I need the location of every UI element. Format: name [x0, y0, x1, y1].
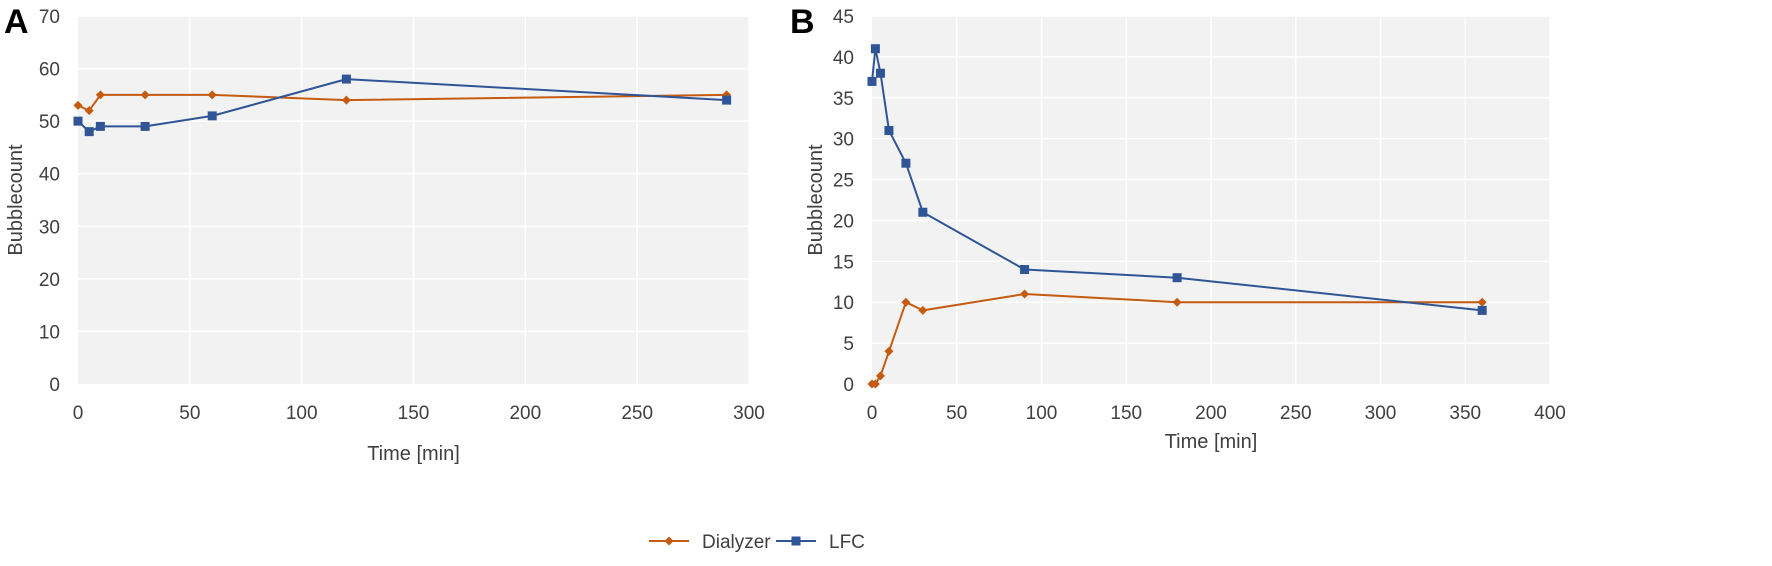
series-lfc — [867, 44, 1487, 315]
legend-label: Dialyzer — [702, 532, 771, 553]
y-tick-label: 20 — [39, 270, 60, 291]
y-tick-label: 0 — [843, 375, 854, 396]
y-tick-label: 60 — [39, 60, 60, 81]
y-tick-label: 40 — [39, 165, 60, 186]
data-point — [875, 371, 885, 381]
x-tick-label: 250 — [1280, 403, 1312, 424]
y-axis-title: Bubblecount — [5, 144, 27, 256]
x-tick-label: 0 — [73, 403, 84, 424]
data-point — [341, 95, 351, 105]
data-point — [918, 207, 928, 217]
legend-marker — [664, 536, 674, 546]
y-tick-label: 10 — [833, 293, 854, 314]
x-tick-label: 0 — [867, 403, 878, 424]
data-point — [901, 297, 911, 307]
x-tick-label: 150 — [1110, 403, 1142, 424]
y-tick-label: 25 — [833, 171, 854, 192]
series-dialyzer — [73, 90, 732, 116]
legend-label: LFC — [829, 532, 865, 553]
data-point — [884, 346, 894, 356]
y-tick-label: 10 — [39, 322, 60, 343]
data-point — [341, 74, 351, 84]
data-point — [95, 90, 105, 100]
data-point — [84, 127, 94, 137]
y-tick-label: 0 — [49, 375, 60, 396]
data-point — [1172, 297, 1182, 307]
x-tick-label: 50 — [179, 403, 200, 424]
x-tick-label: 50 — [946, 403, 967, 424]
data-point — [901, 158, 911, 168]
data-point — [95, 121, 105, 131]
data-point — [867, 76, 877, 86]
x-tick-label: 250 — [621, 403, 653, 424]
x-tick-label: 300 — [1365, 403, 1397, 424]
data-point — [1172, 273, 1182, 283]
data-point — [140, 90, 150, 100]
data-point — [1477, 297, 1487, 307]
x-tick-label: 200 — [1195, 403, 1227, 424]
legend-item-dialyzer: Dialyzer — [649, 532, 771, 553]
chart-panel-b: 0 5 10 15 20 25 30 35 40 45 0 50 100 150 200 250 300 350 4… — [790, 3, 1566, 453]
chart-panel-a: 0 10 20 30 40 50 60 70 0 50 100 150 200 250 300 Time [m… — [4, 3, 765, 465]
y-tick-label: 5 — [843, 334, 854, 355]
data-point — [1020, 265, 1030, 275]
x-tick-label: 100 — [1026, 403, 1058, 424]
y-axis-title: Bubblecount — [805, 144, 827, 256]
legend: Dialyzer LFC — [649, 532, 865, 553]
data-point — [870, 379, 880, 389]
data-point — [73, 116, 83, 126]
y-tick-label: 20 — [833, 211, 854, 232]
series-dialyzer — [867, 289, 1487, 389]
y-tick-label: 70 — [39, 7, 60, 28]
y-tick-label: 30 — [833, 130, 854, 151]
x-axis-title: Time [min] — [1165, 431, 1258, 453]
series-lfc — [73, 74, 732, 137]
panel-label: A — [4, 3, 29, 41]
data-point — [1477, 305, 1487, 315]
data-point — [73, 100, 83, 110]
data-point — [140, 121, 150, 131]
x-axis-title: Time [min] — [367, 443, 460, 465]
y-tick-label: 30 — [39, 217, 60, 238]
y-tick-label: 35 — [833, 89, 854, 110]
data-point — [884, 125, 894, 135]
panel-label: B — [790, 3, 815, 41]
y-tick-label: 40 — [833, 48, 854, 69]
data-point — [875, 68, 885, 78]
data-point — [207, 111, 217, 121]
x-tick-label: 350 — [1449, 403, 1481, 424]
data-point — [918, 305, 928, 315]
legend-item-lfc: LFC — [776, 532, 865, 553]
y-tick-label: 50 — [39, 112, 60, 133]
data-point — [870, 44, 880, 54]
x-tick-label: 300 — [733, 403, 765, 424]
x-tick-label: 400 — [1534, 403, 1566, 424]
data-point — [722, 95, 732, 105]
data-point — [207, 90, 217, 100]
x-tick-label: 100 — [286, 403, 318, 424]
y-tick-label: 15 — [833, 252, 854, 273]
x-tick-label: 200 — [509, 403, 541, 424]
y-tick-label: 45 — [833, 7, 854, 28]
legend-marker — [791, 536, 801, 546]
x-tick-label: 150 — [398, 403, 430, 424]
data-point — [84, 106, 94, 116]
data-point — [1020, 289, 1030, 299]
